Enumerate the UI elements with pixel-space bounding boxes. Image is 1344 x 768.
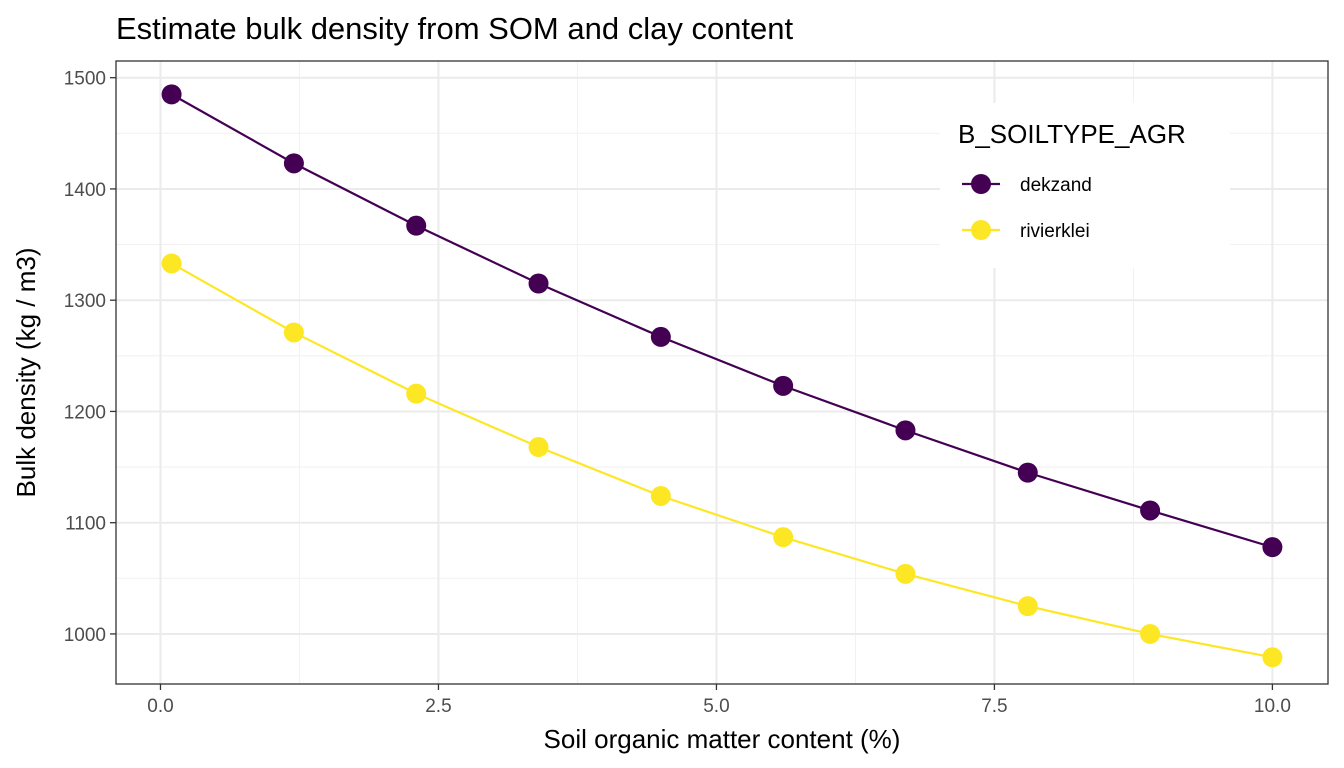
y-axis-title: Bulk density (kg / m3) [11,248,41,498]
data-point [406,215,427,236]
data-point [773,375,794,396]
data-point [528,273,549,294]
x-tick-label: 5.0 [703,696,729,717]
legend-item-dekzand: dekzand [962,174,1092,196]
x-tick-label: 2.5 [425,696,451,717]
data-point [1140,500,1161,521]
data-point [895,420,916,441]
chart-title: Estimate bulk density from SOM and clay … [116,11,794,46]
legend-items: dekzand rivierklei [962,174,1092,242]
legend-key-point [971,174,991,194]
data-point [283,153,304,174]
data-point [1140,623,1161,644]
data-point [650,485,671,506]
y-tick-label: 1500 [64,69,106,90]
legend-item-rivierklei: rivierklei [962,220,1090,242]
x-axis-title: Soil organic matter content (%) [544,724,901,754]
y-tick-label: 1400 [64,180,106,201]
legend-label: rivierklei [1020,221,1090,242]
data-point [406,383,427,404]
data-point [773,527,794,548]
series-rivierklei [161,253,1283,668]
data-point [283,322,304,343]
plot-border [115,60,1329,685]
x-tick-label: 7.5 [981,696,1007,717]
legend-label: dekzand [1020,175,1092,196]
data-point [1017,462,1038,483]
series-layer [161,84,1283,668]
x-axis: 0.0 2.5 5.0 7.5 10.0 [147,684,1291,717]
legend-key-point [971,220,991,240]
y-tick-label: 1000 [64,625,106,646]
series-line [171,93,1273,549]
data-point [161,253,182,274]
data-point [528,437,549,458]
data-point [1017,596,1038,617]
series-dekzand [161,84,1283,558]
y-axis: 1000 1100 1200 1300 1400 1500 [64,69,116,646]
data-point [895,563,916,584]
y-tick-label: 1100 [65,514,106,535]
data-point [1262,647,1283,668]
x-tick-label: 10.0 [1254,696,1291,717]
legend: B_SOILTYPE_AGR dekzand rivierklei [940,103,1230,268]
data-point [161,84,182,105]
series-line [171,262,1273,659]
data-point [1262,537,1283,558]
x-tick-label: 0.0 [147,696,173,717]
y-tick-label: 1300 [64,291,106,312]
data-point [650,326,671,347]
y-tick-label: 1200 [64,402,106,423]
legend-title: B_SOILTYPE_AGR [958,119,1186,149]
